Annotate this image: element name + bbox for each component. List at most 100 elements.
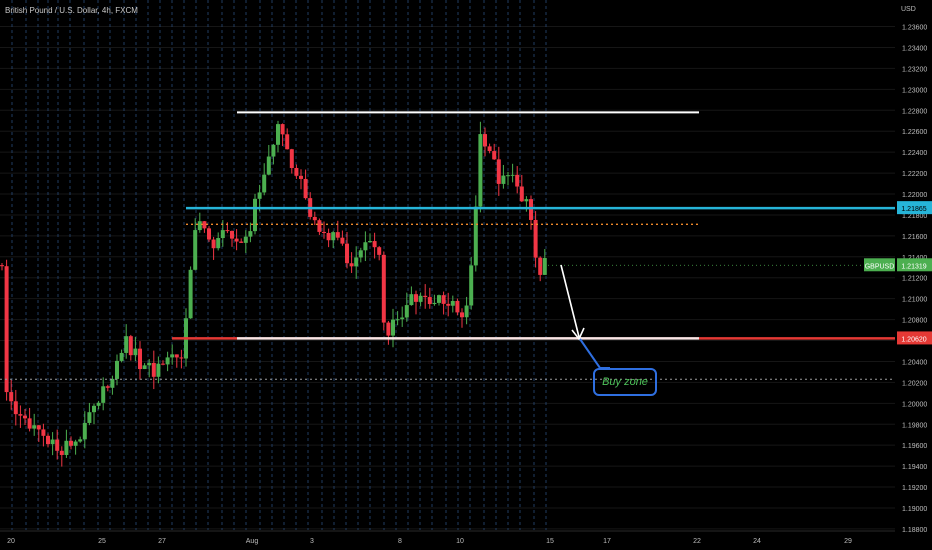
candle-body xyxy=(372,241,377,248)
candle-body xyxy=(492,151,497,160)
candle-body xyxy=(257,192,262,199)
candle-body xyxy=(469,265,474,306)
candle-body xyxy=(119,352,124,361)
candle-body xyxy=(248,231,253,237)
y-tick-label: 1.19000 xyxy=(902,506,927,513)
candle-body xyxy=(510,174,515,176)
buy-zone-callout: Buy zone xyxy=(593,368,657,396)
candle-body xyxy=(36,425,41,430)
chart-title: British Pound / U.S. Dollar, 4h, FXCM xyxy=(5,6,138,15)
y-tick-label: 1.19200 xyxy=(902,485,927,492)
candle-body xyxy=(230,230,234,239)
candle-body xyxy=(165,357,170,365)
candle-body xyxy=(115,360,119,379)
candle-body xyxy=(432,302,437,305)
candle-body xyxy=(299,175,303,179)
candle-body xyxy=(50,439,55,445)
candle-body xyxy=(437,295,441,303)
candle-body xyxy=(161,363,165,365)
current-price-tag xyxy=(897,258,932,272)
candle-body xyxy=(345,243,349,264)
candle-body xyxy=(193,230,198,270)
candle-body xyxy=(151,362,156,377)
candle-body xyxy=(285,134,290,150)
candle-body xyxy=(487,146,492,152)
candle-body xyxy=(455,300,460,313)
candle-body xyxy=(59,450,64,455)
callout-pointer xyxy=(579,338,610,369)
x-tick-label: 3 xyxy=(310,538,314,545)
candle-body xyxy=(156,363,161,377)
y-tick-label: 1.21600 xyxy=(902,234,927,241)
support-price-tag-label: 1.20620 xyxy=(901,336,926,343)
candle-body xyxy=(46,435,50,445)
x-tick-label: 8 xyxy=(398,538,402,545)
candle-body xyxy=(483,134,487,147)
candle-body xyxy=(262,174,267,193)
candle-body xyxy=(303,178,308,199)
candle-body xyxy=(289,149,294,168)
candle-body xyxy=(188,269,193,319)
y-tick-label: 1.22400 xyxy=(902,150,927,157)
y-tick-label: 1.22200 xyxy=(902,171,927,178)
candle-body xyxy=(147,362,152,366)
y-tick-label: 1.18800 xyxy=(902,527,927,534)
y-tick-label: 1.21200 xyxy=(902,276,927,283)
candle-body xyxy=(423,295,428,298)
y-tick-label: 1.22800 xyxy=(902,108,927,115)
candle-body xyxy=(331,232,336,241)
candle-body xyxy=(317,220,322,232)
candle-body xyxy=(276,124,280,145)
candle-body xyxy=(450,300,455,306)
y-tick-label: 1.21000 xyxy=(902,297,927,304)
candle-body xyxy=(386,322,391,336)
candle-body xyxy=(381,254,386,323)
symbol-tag-label: GBPUSD xyxy=(865,263,895,270)
candle-body xyxy=(32,425,37,429)
candle-body xyxy=(128,336,133,356)
currency-label: USD xyxy=(901,6,916,13)
x-tick-label: 17 xyxy=(603,538,611,545)
y-tick-label: 1.19400 xyxy=(902,464,927,471)
candle-body xyxy=(64,440,69,455)
candle-body xyxy=(400,317,405,320)
candle-body xyxy=(446,303,451,306)
candle-body xyxy=(4,266,9,393)
y-tick-label: 1.19600 xyxy=(902,443,927,450)
candle-body xyxy=(322,231,326,233)
candle-body xyxy=(473,206,478,266)
y-tick-label: 1.23000 xyxy=(902,87,927,94)
candle-body xyxy=(501,175,506,184)
candle-body xyxy=(326,232,331,241)
x-tick-label: 29 xyxy=(844,538,852,545)
symbol-tag xyxy=(864,258,895,272)
candle-body xyxy=(542,258,547,275)
candle-body xyxy=(427,297,432,305)
candle-body xyxy=(82,422,87,440)
candle-body xyxy=(124,336,129,353)
y-tick-label: 1.23600 xyxy=(902,25,927,32)
candle-body xyxy=(368,241,372,243)
candle-body xyxy=(418,295,423,302)
y-tick-label: 1.21800 xyxy=(902,213,927,220)
current-price-tag-label: 1.21319 xyxy=(901,263,926,270)
candle-body xyxy=(105,386,110,388)
candle-body xyxy=(110,378,115,388)
candle-body xyxy=(239,241,244,243)
candle-body xyxy=(225,230,230,232)
x-tick-label: 25 xyxy=(98,538,106,545)
candle-body xyxy=(335,232,340,238)
y-tick-label: 1.23400 xyxy=(902,45,927,52)
candle-body xyxy=(271,144,276,157)
candle-body xyxy=(253,198,257,232)
candle-body xyxy=(391,319,395,336)
support-price-tag xyxy=(897,331,932,345)
candle-body xyxy=(142,365,147,370)
candle-body xyxy=(220,230,225,239)
projection-arrowhead xyxy=(571,327,585,341)
candle-body xyxy=(207,228,211,240)
y-tick-label: 1.20200 xyxy=(902,380,927,387)
candle-body xyxy=(138,348,142,370)
candle-body xyxy=(524,199,529,202)
